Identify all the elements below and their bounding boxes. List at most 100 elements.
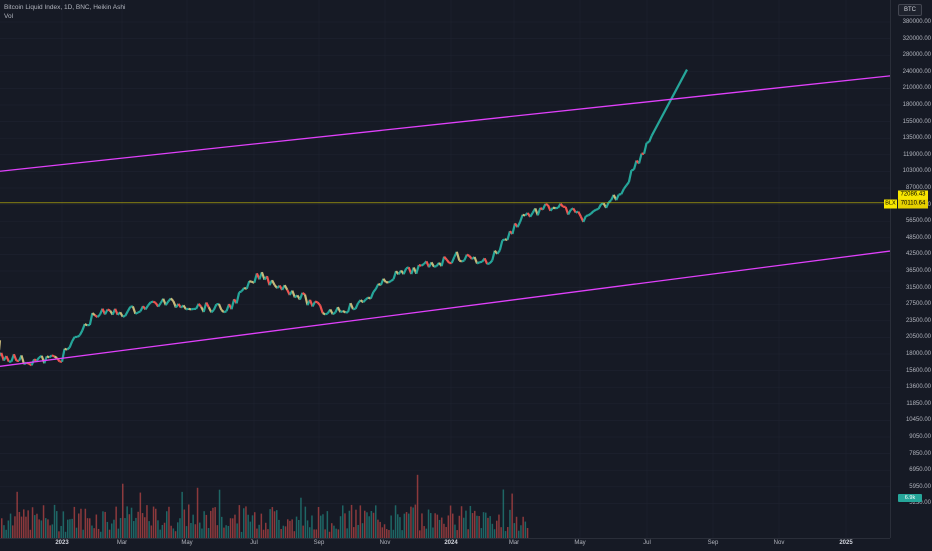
- volume-bar: [118, 529, 120, 538]
- volume-bar: [56, 511, 58, 538]
- volume-bar: [265, 523, 267, 538]
- price-segment: [67, 348, 70, 350]
- volume-bar: [267, 529, 269, 538]
- price-segment: [609, 200, 612, 202]
- volume-bar: [434, 513, 436, 538]
- price-segment: [500, 240, 503, 250]
- price-chart[interactable]: [0, 0, 890, 538]
- price-axis-label: 48500.00: [906, 235, 931, 241]
- volume-bar: [111, 523, 113, 538]
- price-segment: [497, 250, 500, 253]
- volume-bar: [274, 511, 276, 538]
- price-segment: [431, 262, 434, 267]
- volume-bar: [52, 524, 54, 538]
- volume-bar: [511, 494, 513, 538]
- price-axis-label: 155000.00: [903, 119, 931, 125]
- volume-bar: [465, 511, 467, 538]
- volume-bar: [302, 526, 304, 538]
- volume-bar: [122, 484, 124, 538]
- price-segment: [315, 302, 318, 303]
- volume-bar: [3, 525, 4, 538]
- volume-value-tag: 6.9k: [898, 494, 922, 502]
- volume-bar: [195, 524, 197, 538]
- volume-bar: [131, 508, 133, 538]
- chart-canvas[interactable]: Bitcoin Liquid Index, 1D, BNC, Heikin As…: [0, 0, 890, 538]
- price-segment: [652, 70, 687, 136]
- price-segment: [434, 266, 437, 267]
- price-segment: [239, 291, 242, 292]
- price-segment: [333, 312, 336, 314]
- price-segment: [108, 310, 111, 311]
- price-segment: [343, 311, 346, 312]
- volume-bar: [177, 522, 179, 538]
- price-axis-label: 9050.00: [909, 434, 931, 440]
- price-segment: [237, 292, 240, 303]
- price-segment: [629, 170, 632, 182]
- volume-bar: [432, 528, 434, 538]
- volume-bar: [89, 518, 91, 538]
- chart-legend: Bitcoin Liquid Index, 1D, BNC, Heikin As…: [4, 3, 125, 21]
- price-segment: [133, 306, 136, 313]
- volume-label[interactable]: Vol: [4, 12, 125, 21]
- volume-bar: [472, 513, 474, 538]
- price-segment: [90, 313, 93, 325]
- volume-bar: [496, 521, 498, 538]
- volume-bar: [80, 509, 82, 538]
- volume-bar: [102, 511, 104, 538]
- volume-bar: [263, 530, 265, 538]
- volume-bar: [397, 514, 399, 538]
- symbol-title[interactable]: Bitcoin Liquid Index, 1D, BNC, Heikin As…: [4, 3, 125, 12]
- volume-bar: [386, 529, 388, 538]
- time-axis-label: Sep: [708, 540, 719, 546]
- price-axis-label: 20500.00: [906, 334, 931, 340]
- price-segment: [325, 313, 328, 314]
- volume-bar: [476, 516, 478, 538]
- volume-bar: [34, 515, 36, 538]
- volume-bar: [520, 525, 522, 538]
- volume-bar: [509, 510, 511, 538]
- price-axis-label: 380000.00: [903, 19, 931, 25]
- volume-bar: [437, 515, 439, 538]
- volume-bar: [291, 519, 293, 538]
- volume-bar: [208, 528, 210, 538]
- volume-bar: [41, 520, 43, 538]
- price-segment: [550, 208, 553, 211]
- price-segment: [153, 302, 156, 303]
- price-segment: [383, 279, 386, 282]
- volume-bar: [199, 523, 201, 538]
- price-segment: [457, 252, 460, 261]
- time-axis-label: Sep: [314, 540, 325, 546]
- volume-bar: [439, 520, 441, 538]
- volume-bar: [377, 520, 379, 538]
- volume-bar: [120, 518, 122, 538]
- price-segment: [530, 213, 533, 217]
- currency-badge[interactable]: BTC: [898, 4, 922, 16]
- volume-bar: [168, 507, 170, 538]
- volume-bar: [384, 524, 386, 538]
- volume-bar: [91, 526, 93, 538]
- volume-bar: [1, 518, 3, 538]
- volume-bar: [318, 507, 320, 538]
- price-segment: [568, 210, 571, 215]
- price-segment: [621, 189, 624, 194]
- axis-corner[interactable]: [890, 538, 932, 550]
- volume-bar: [474, 511, 476, 538]
- volume-bar: [30, 530, 32, 538]
- price-axis-label: 36500.00: [906, 268, 931, 274]
- volume-bar: [410, 507, 412, 538]
- price-segment: [512, 223, 515, 234]
- price-segment: [543, 204, 546, 209]
- volume-bar: [170, 526, 172, 538]
- volume-bar: [45, 518, 47, 538]
- volume-bar: [27, 510, 29, 538]
- price-segment: [338, 307, 341, 312]
- volume-bar: [126, 506, 128, 538]
- price-segment: [323, 313, 326, 314]
- volume-bar: [223, 528, 225, 538]
- volume-bar: [109, 530, 111, 538]
- price-segment: [578, 212, 581, 217]
- volume-bar: [285, 526, 287, 538]
- volume-bar: [245, 506, 247, 538]
